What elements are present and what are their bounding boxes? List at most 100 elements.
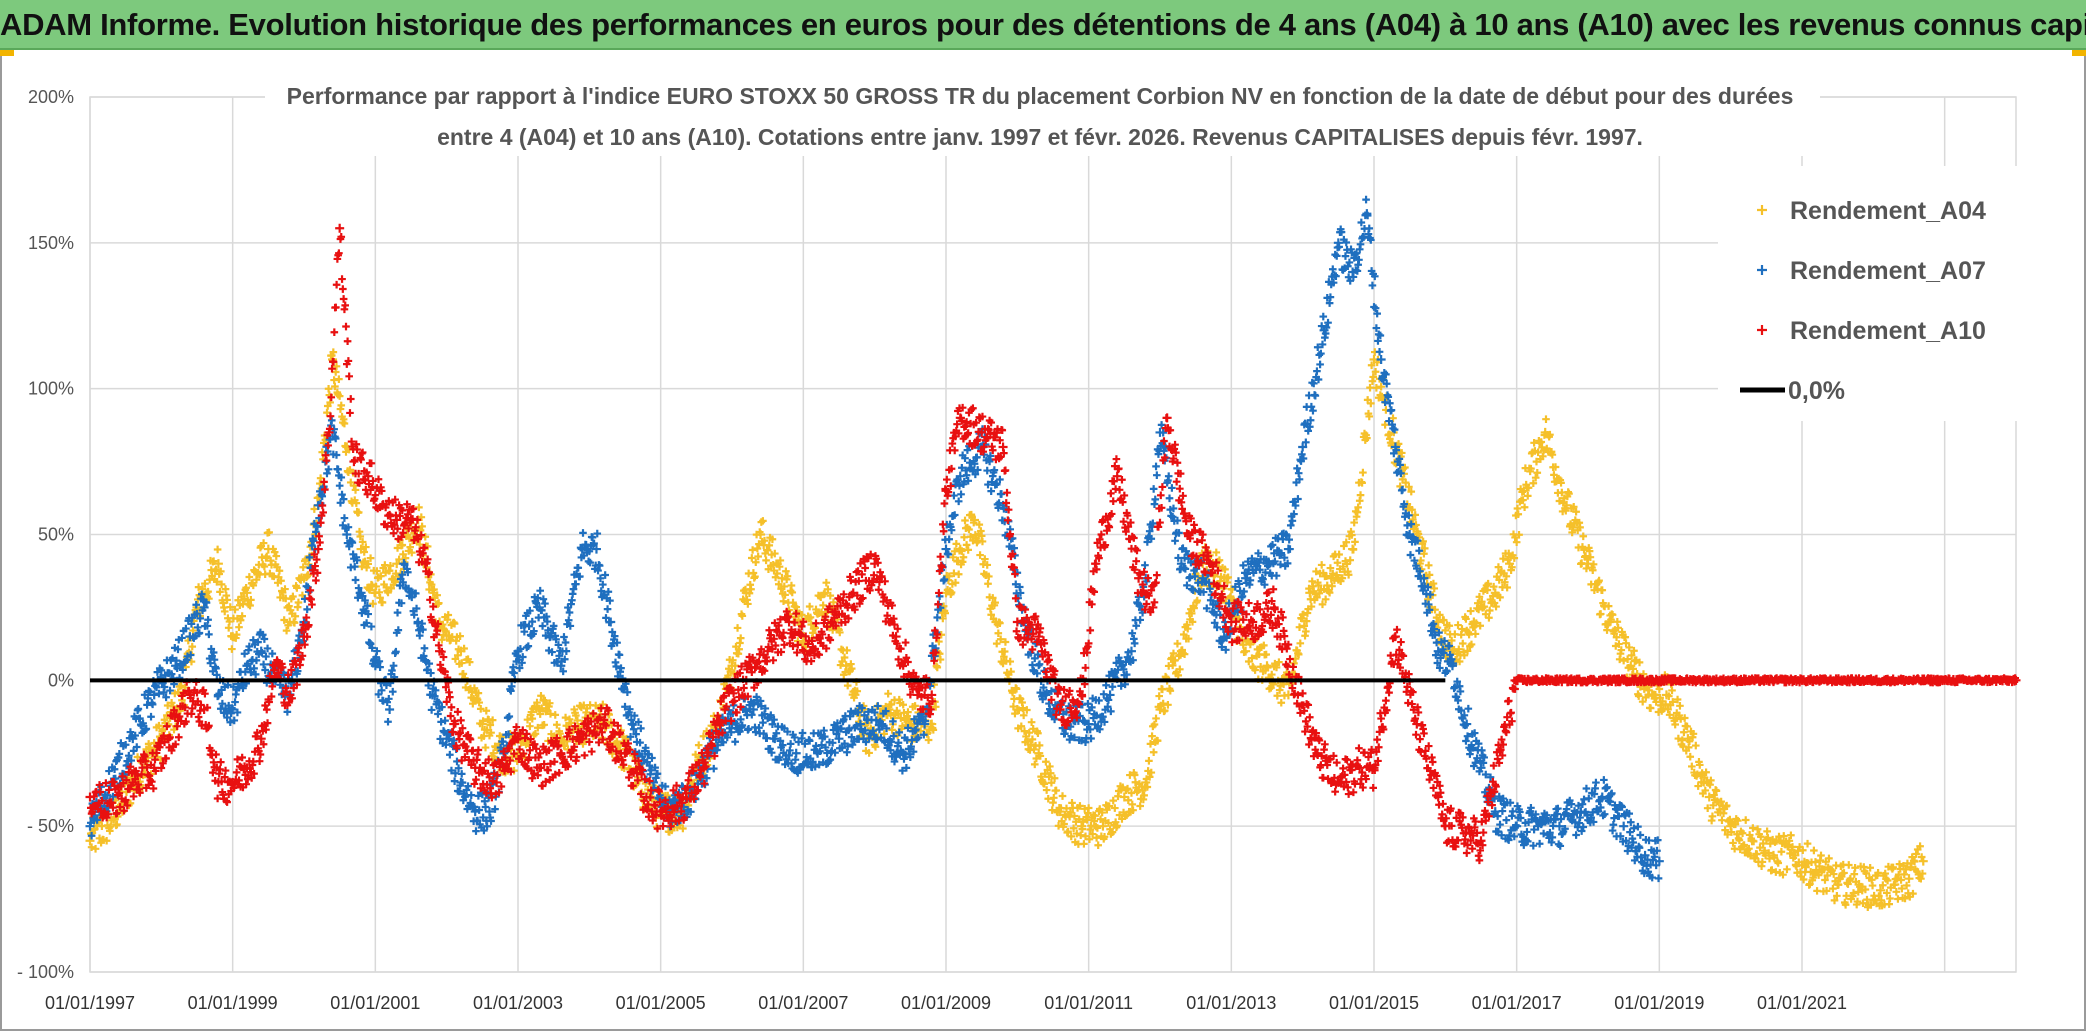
data-point	[1612, 633, 1621, 642]
data-point	[1475, 593, 1484, 601]
data-point	[1017, 722, 1026, 731]
data-point	[1462, 615, 1470, 623]
data-point	[488, 716, 497, 724]
data-point	[427, 706, 436, 714]
data-point	[865, 749, 873, 757]
data-point	[1147, 768, 1156, 777]
data-point	[1665, 710, 1674, 719]
data-point	[1489, 582, 1498, 591]
data-point	[1078, 825, 1087, 833]
data-point	[748, 546, 757, 554]
data-point	[275, 566, 284, 575]
data-point	[1810, 846, 1818, 855]
data-point	[1081, 832, 1090, 841]
data-point	[965, 525, 973, 534]
data-point	[952, 540, 961, 548]
data-point	[899, 700, 907, 709]
x-tick-label: 01/01/2003	[473, 993, 563, 1013]
data-point	[1299, 610, 1308, 619]
data-point	[691, 750, 700, 759]
data-point	[373, 567, 381, 575]
data-point	[1496, 820, 1504, 829]
data-point	[988, 594, 997, 602]
data-point	[843, 646, 851, 655]
data-point	[945, 572, 953, 581]
data-point	[399, 550, 407, 559]
data-point	[272, 552, 281, 560]
data-point	[533, 698, 541, 707]
data-point	[1551, 463, 1560, 471]
data-point	[1463, 647, 1472, 655]
data-point	[1333, 558, 1342, 567]
data-point	[437, 718, 445, 726]
data-point	[213, 577, 221, 586]
data-point	[1058, 792, 1067, 800]
data-point	[992, 639, 1001, 648]
data-point	[1104, 819, 1113, 827]
data-point	[954, 497, 963, 506]
data-point	[1273, 691, 1282, 700]
data-point	[1217, 572, 1225, 581]
data-point	[453, 708, 462, 716]
data-point	[277, 576, 285, 585]
data-point	[1080, 840, 1088, 848]
data-point	[1149, 748, 1158, 757]
data-point	[1377, 382, 1385, 391]
data-point	[1529, 479, 1538, 488]
data-point	[1164, 701, 1172, 709]
data-point	[904, 708, 912, 716]
data-point	[1012, 685, 1021, 693]
data-point	[1300, 622, 1309, 630]
data-point	[1439, 616, 1448, 624]
data-point	[528, 714, 537, 723]
data-point	[1312, 567, 1320, 576]
data-point	[1363, 434, 1371, 442]
data-point	[441, 716, 449, 725]
data-point	[438, 636, 446, 644]
data-point	[290, 618, 299, 627]
data-point	[1598, 586, 1607, 594]
data-point	[996, 619, 1004, 627]
data-point	[733, 624, 742, 632]
data-point	[1485, 613, 1493, 622]
data-point	[1160, 706, 1169, 715]
data-point	[260, 562, 269, 571]
x-tick-label: 01/01/2005	[616, 993, 706, 1013]
data-point	[1075, 815, 1083, 824]
data-point	[1155, 692, 1164, 700]
data-point	[1000, 647, 1009, 656]
data-point	[989, 615, 998, 623]
data-point	[1046, 762, 1054, 771]
data-point	[762, 556, 770, 565]
x-tick-label: 01/01/2021	[1757, 993, 1847, 1013]
data-point	[1502, 816, 1511, 824]
data-point	[822, 578, 831, 587]
data-point	[1407, 487, 1416, 496]
data-point	[1445, 621, 1454, 630]
data-point	[331, 382, 339, 391]
data-point	[1569, 523, 1577, 532]
data-point	[401, 554, 410, 562]
data-point	[933, 613, 942, 622]
data-point	[763, 546, 772, 555]
data-point	[360, 548, 369, 556]
data-point	[1375, 348, 1384, 356]
data-point	[1322, 572, 1331, 580]
data-point	[1904, 874, 1914, 884]
data-point	[1518, 488, 1527, 496]
data-point	[282, 626, 291, 635]
data-point	[1083, 816, 1091, 824]
data-point	[1454, 621, 1462, 629]
data-point	[393, 544, 402, 552]
data-point	[771, 573, 780, 582]
data-point	[526, 722, 534, 731]
data-point	[933, 663, 942, 672]
data-point	[1604, 620, 1612, 629]
data-point	[1151, 495, 1160, 504]
data-point	[148, 700, 157, 709]
x-tick-label: 01/01/2017	[1472, 993, 1562, 1013]
data-point	[608, 749, 617, 758]
data-point	[983, 561, 992, 569]
data-point	[1076, 802, 1084, 810]
data-point	[728, 656, 737, 665]
